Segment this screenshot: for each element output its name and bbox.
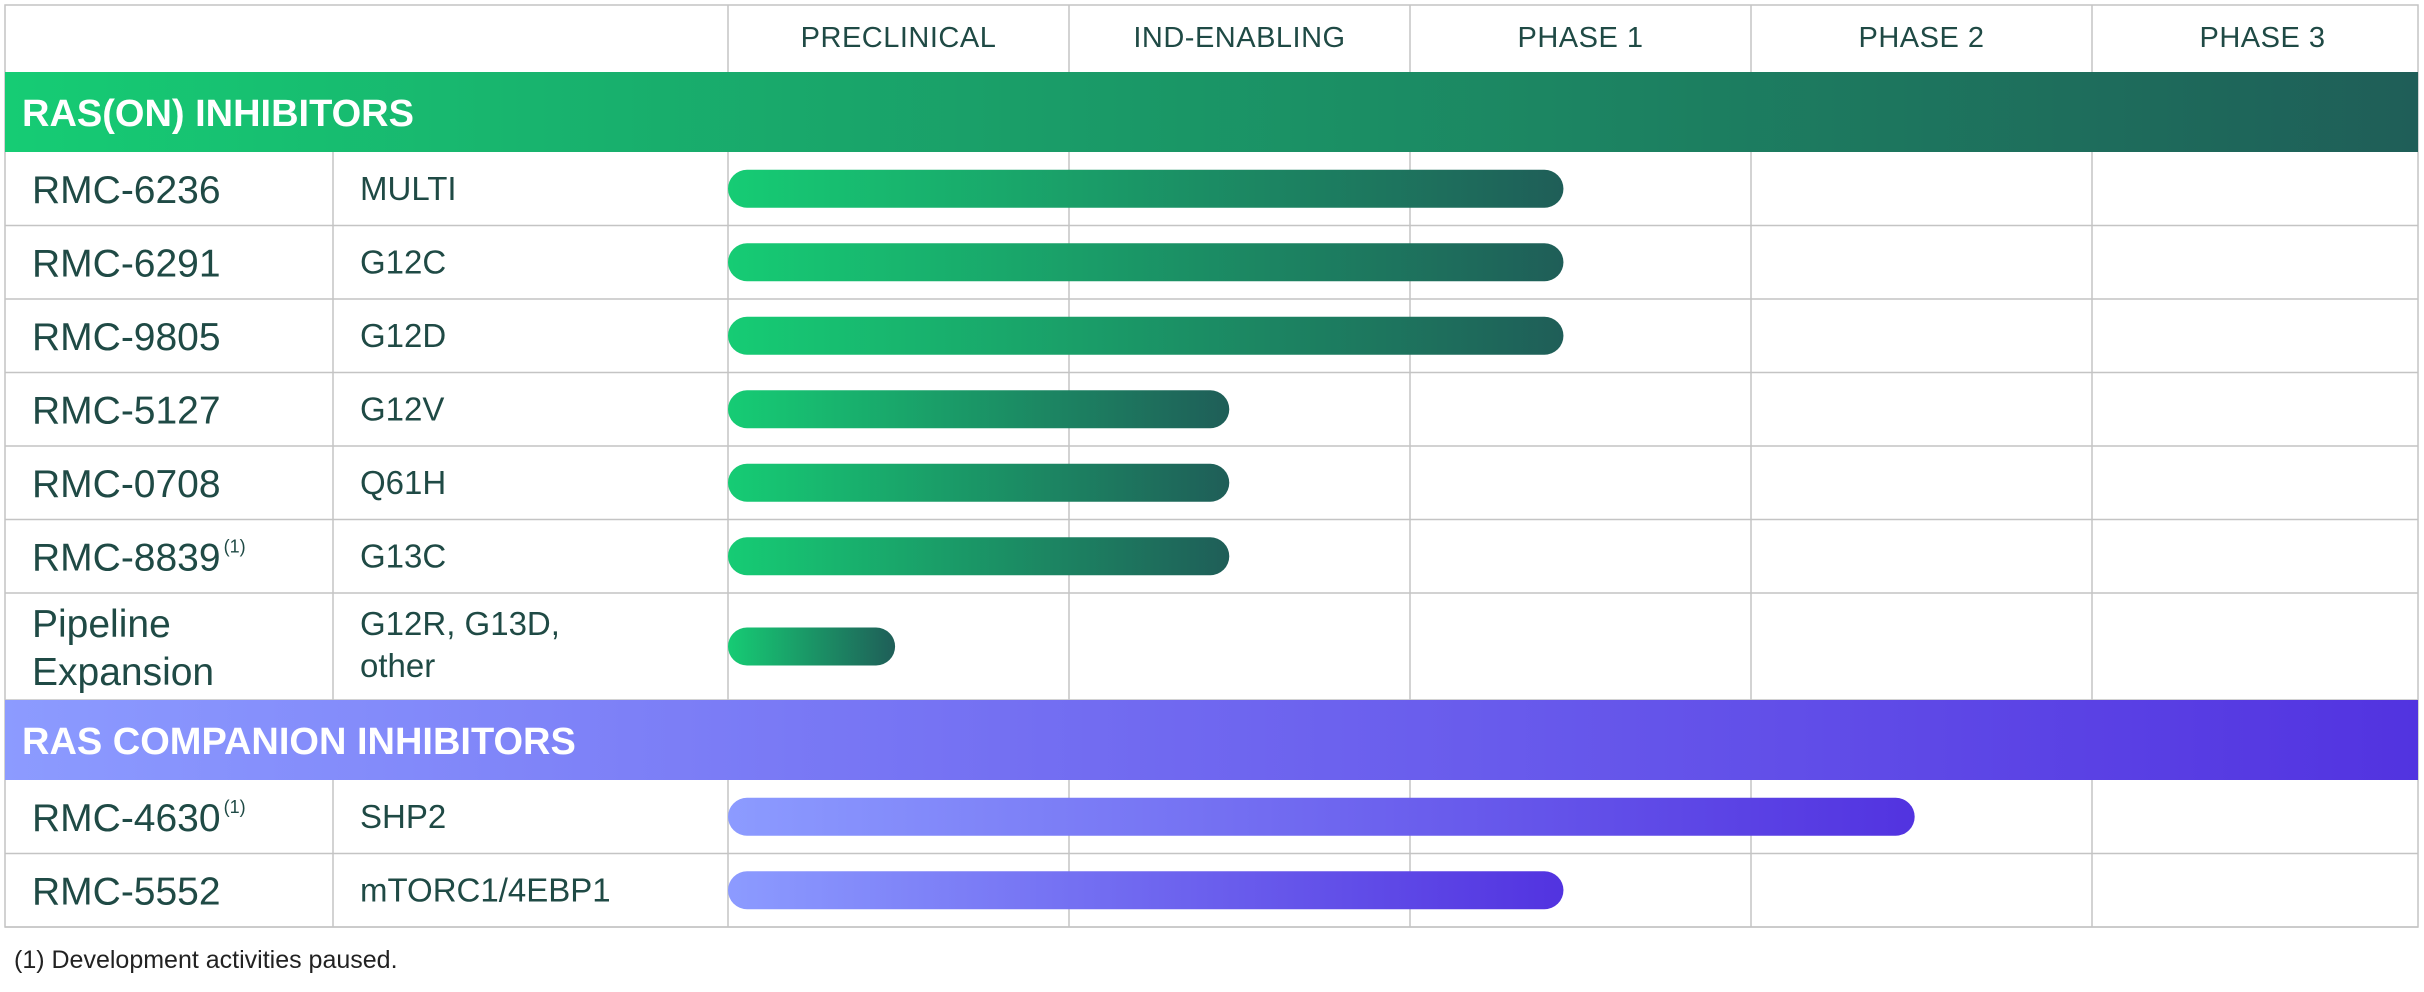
program-name: RMC-0708 [32,463,221,506]
group-title-ras-on-inhibitors: RAS(ON) INHIBITORS [22,93,414,135]
progress-bar-rmc-5127 [728,390,1230,429]
progress-bar-rmc-6291 [728,243,1564,282]
table-row [5,593,2418,700]
footnote-marker: (1) [224,536,246,556]
footnote: (1) Development activities paused. [14,946,398,974]
progress-bar-pipeline-expansion [728,627,896,666]
program-name: RMC-8839 [32,536,221,579]
program-name: Pipeline [32,603,171,646]
progress-bar-rmc-4630 [728,797,1915,836]
phase-header-phase-2: PHASE 2 [1859,22,1985,54]
program-target: G12C [360,243,446,280]
phase-header-phase-3: PHASE 3 [2200,22,2326,54]
progress-bar-rmc-8839 [728,537,1230,576]
group-band-ras-companion-inhibitors [5,700,2418,780]
pipeline-chart: PRECLINICAL IND-ENABLING PHASE 1 PHASE 2 PHA… [4,4,2419,928]
program-target: mTORC1/4EBP1 [360,871,611,908]
program-name: RMC-5127 [32,389,221,432]
program-name: Expansion [32,651,214,694]
program-target: G12V [360,390,444,427]
phase-header-ind-enabling: IND-ENABLING [1133,22,1345,54]
group-title-ras-companion-inhibitors: RAS COMPANION INHIBITORS [22,721,576,763]
program-name: RMC-6236 [32,169,221,212]
program-name: RMC-4630 [32,797,221,840]
progress-bar-rmc-9805 [728,316,1564,355]
phase-header-preclinical: PRECLINICAL [801,22,997,54]
phase-header-phase-1: PHASE 1 [1518,22,1644,54]
program-target: MULTI [360,170,457,207]
program-target: G13C [360,537,446,574]
program-name: RMC-5552 [32,870,221,913]
progress-bar-rmc-0708 [728,463,1230,502]
footnote-marker: (1) [224,797,246,817]
group-band-ras-on-inhibitors [5,72,2418,152]
header-row [5,5,2418,72]
program-target: Q61H [360,464,446,501]
program-target: G12D [360,317,446,354]
program-name: RMC-6291 [32,242,221,285]
progress-bar-rmc-6236 [728,169,1564,208]
program-name: RMC-9805 [32,316,221,359]
progress-bar-rmc-5552 [728,871,1564,910]
program-target: other [360,647,435,684]
program-target: G12R, G13D, [360,605,560,642]
program-target: SHP2 [360,798,446,835]
